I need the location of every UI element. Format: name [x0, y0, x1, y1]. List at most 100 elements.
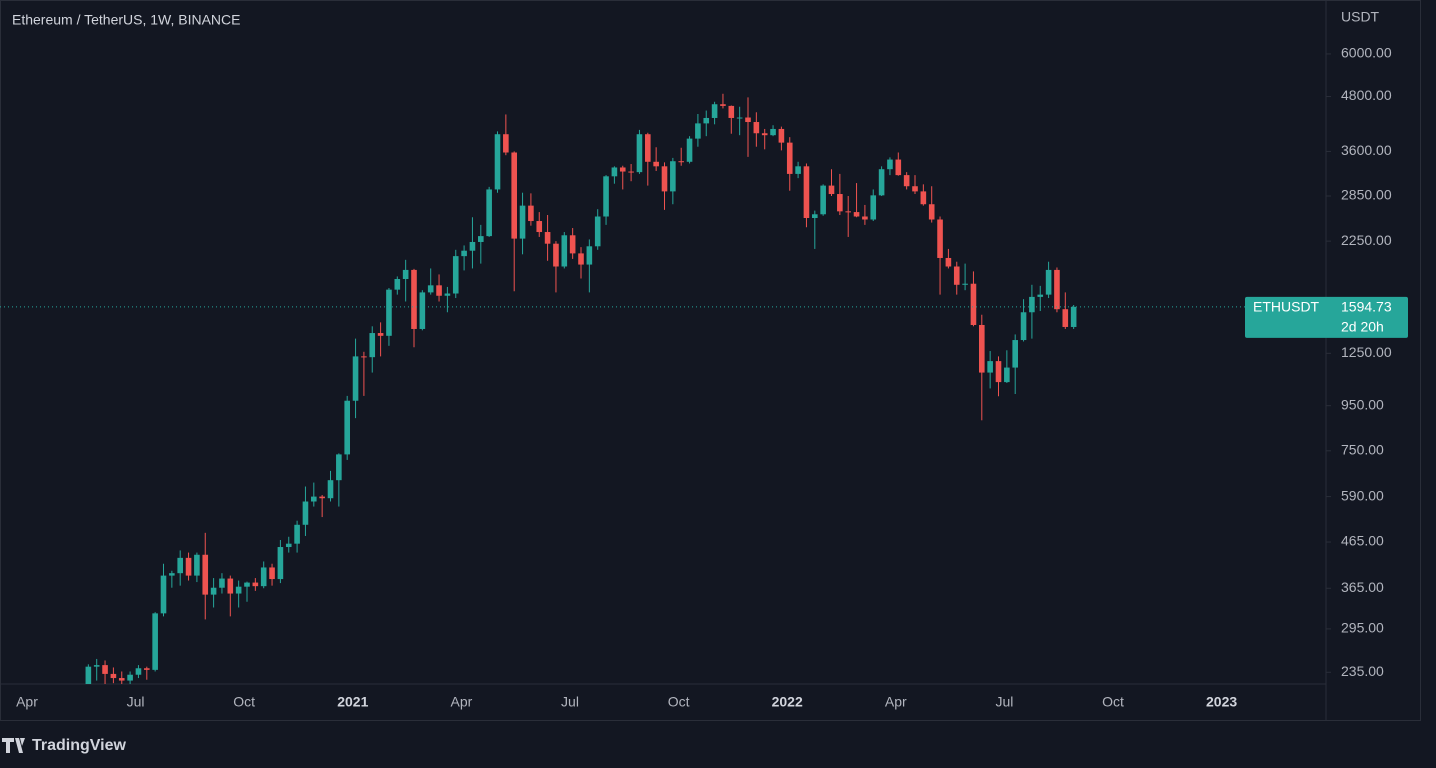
candle-body — [845, 211, 851, 213]
candle-body — [887, 159, 893, 170]
y-tick-label: 2250.00 — [1341, 232, 1392, 248]
candle-body — [678, 161, 684, 163]
candle-body — [653, 161, 659, 167]
candle-body — [979, 324, 985, 373]
candle-body — [1037, 294, 1044, 297]
candle-body — [569, 235, 576, 254]
candle-body — [494, 134, 501, 190]
candle-body — [995, 361, 1002, 383]
candle-body — [987, 361, 993, 373]
x-tick-label: Apr — [885, 694, 907, 710]
candle-body — [369, 333, 376, 358]
candle-body — [427, 285, 434, 293]
symbol-label: ETHUSDT — [1253, 299, 1320, 315]
candle-body — [269, 567, 275, 580]
candle-body — [1004, 367, 1010, 383]
candle-body — [820, 185, 826, 215]
x-tick-label: 2022 — [772, 694, 803, 710]
candle-body — [962, 283, 968, 285]
candle-body — [803, 166, 810, 218]
candle-body — [903, 175, 910, 187]
y-tick-label: 6000.00 — [1341, 45, 1392, 61]
y-axis-label: USDT — [1341, 9, 1380, 25]
candle-body — [118, 678, 125, 681]
x-tick-label: Jul — [561, 694, 579, 710]
candle-body — [953, 266, 960, 285]
candle-body — [895, 159, 902, 176]
candle-body — [736, 117, 743, 119]
candle-body — [152, 613, 158, 670]
candles — [85, 93, 1077, 684]
candle-body — [636, 134, 643, 173]
x-tick-label: Jul — [995, 694, 1013, 710]
candle-body — [294, 524, 300, 544]
candle-body — [770, 128, 776, 136]
candle-body — [619, 167, 626, 172]
candle-body — [1062, 309, 1069, 327]
candle-body — [436, 285, 442, 296]
candle-body — [728, 105, 735, 118]
candle-body — [553, 243, 559, 267]
x-tick-label: Apr — [451, 694, 473, 710]
candle-body — [302, 501, 309, 525]
candle-body — [761, 133, 768, 136]
candle-body — [277, 547, 284, 580]
candle-body — [1012, 340, 1018, 368]
candle-body — [1054, 269, 1060, 310]
candle-body — [853, 212, 860, 217]
x-tick-label: Apr — [16, 694, 38, 710]
candle-body — [711, 104, 718, 118]
candle-body — [336, 454, 342, 481]
candle-body — [419, 292, 426, 329]
candle-body — [503, 134, 509, 153]
candle-body — [102, 665, 108, 674]
candle-body — [144, 668, 150, 670]
candle-body — [628, 171, 634, 173]
y-tick-label: 2850.00 — [1341, 187, 1392, 203]
y-tick-label: 3600.00 — [1341, 142, 1392, 158]
y-tick-label: 295.00 — [1341, 620, 1384, 636]
candle-body — [753, 122, 760, 134]
x-tick-label: 2021 — [337, 694, 368, 710]
candle-body — [837, 194, 843, 212]
candle-body — [110, 673, 117, 679]
candle-body — [194, 554, 200, 576]
candle-body — [260, 567, 267, 587]
x-tick-label: Oct — [1102, 694, 1124, 710]
candle-body — [361, 356, 367, 358]
candle-body — [402, 269, 409, 280]
candle-body — [519, 205, 526, 239]
candle-body — [645, 134, 651, 162]
candle-body — [586, 246, 593, 265]
x-tick-label: Oct — [233, 694, 255, 710]
candle-body — [93, 665, 100, 667]
candle-body — [311, 496, 317, 502]
candle-body — [778, 128, 785, 143]
candle-body — [1020, 312, 1027, 341]
candle-body — [377, 333, 384, 336]
y-tick-label: 590.00 — [1341, 487, 1384, 503]
candle-body — [169, 573, 175, 576]
x-tick-label: Oct — [668, 694, 690, 710]
candle-body — [219, 578, 225, 588]
candle-body — [227, 578, 234, 594]
candle-body — [594, 216, 601, 247]
candle-body — [202, 554, 209, 595]
candle-body — [912, 186, 918, 192]
candle-body — [695, 123, 701, 139]
candle-body — [444, 293, 451, 296]
candle-body — [528, 205, 534, 222]
candle-body — [352, 356, 359, 401]
candle-body — [177, 557, 183, 574]
candle-body — [870, 195, 877, 220]
candle-body — [1045, 269, 1052, 295]
candle-body — [411, 269, 417, 329]
candle-body — [920, 191, 927, 205]
candle-body — [452, 256, 459, 294]
candle-body — [135, 668, 142, 675]
y-tick-label: 750.00 — [1341, 442, 1384, 458]
x-tick-label: Jul — [127, 694, 145, 710]
candle-body — [795, 166, 801, 174]
